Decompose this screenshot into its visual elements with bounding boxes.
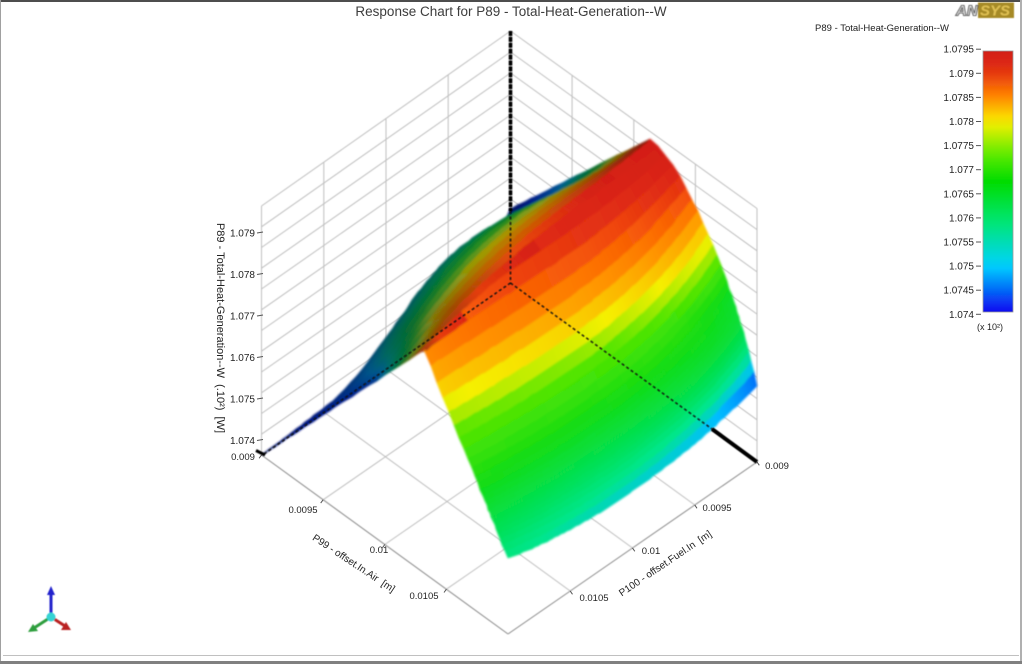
svg-text:1.077: 1.077 <box>949 165 974 176</box>
svg-text:0.0095: 0.0095 <box>288 505 317 516</box>
svg-text:1.079: 1.079 <box>949 69 974 80</box>
svg-text:P89 - Total-Heat-Generation--W: P89 - Total-Heat-Generation--W (.10²) [W… <box>214 223 226 433</box>
svg-text:SYS: SYS <box>980 3 1010 20</box>
svg-text:1.074: 1.074 <box>230 436 255 447</box>
svg-text:1.079: 1.079 <box>230 229 255 240</box>
svg-text:Response Chart for P89 - Total: Response Chart for P89 - Total-Heat-Gene… <box>355 4 666 19</box>
svg-text:1.0755: 1.0755 <box>943 238 974 249</box>
svg-text:1.078: 1.078 <box>949 117 974 128</box>
svg-text:(x 10²): (x 10²) <box>977 322 1003 332</box>
svg-text:0.01: 0.01 <box>642 546 661 557</box>
svg-text:0.0095: 0.0095 <box>702 503 731 514</box>
svg-text:0.009: 0.009 <box>231 452 255 463</box>
svg-text:1.075: 1.075 <box>949 262 974 273</box>
svg-text:1.0775: 1.0775 <box>943 141 974 152</box>
svg-text:0.0105: 0.0105 <box>579 593 608 604</box>
svg-text:1.075: 1.075 <box>230 395 255 406</box>
svg-text:1.0745: 1.0745 <box>943 286 974 297</box>
svg-text:AN: AN <box>955 3 979 20</box>
svg-text:0.0105: 0.0105 <box>409 591 438 602</box>
svg-text:1.0795: 1.0795 <box>943 45 974 56</box>
svg-text:P89 - Total-Heat-Generation--W: P89 - Total-Heat-Generation--W <box>815 23 949 34</box>
svg-text:1.076: 1.076 <box>230 353 255 364</box>
svg-text:0.01: 0.01 <box>370 545 389 556</box>
svg-text:1.077: 1.077 <box>230 312 255 323</box>
svg-text:1.076: 1.076 <box>949 213 974 224</box>
svg-text:1.0785: 1.0785 <box>943 93 974 104</box>
svg-text:1.074: 1.074 <box>949 310 974 321</box>
svg-text:1.078: 1.078 <box>230 270 255 281</box>
svg-text:1.0765: 1.0765 <box>943 189 974 200</box>
svg-text:0.009: 0.009 <box>765 461 789 472</box>
